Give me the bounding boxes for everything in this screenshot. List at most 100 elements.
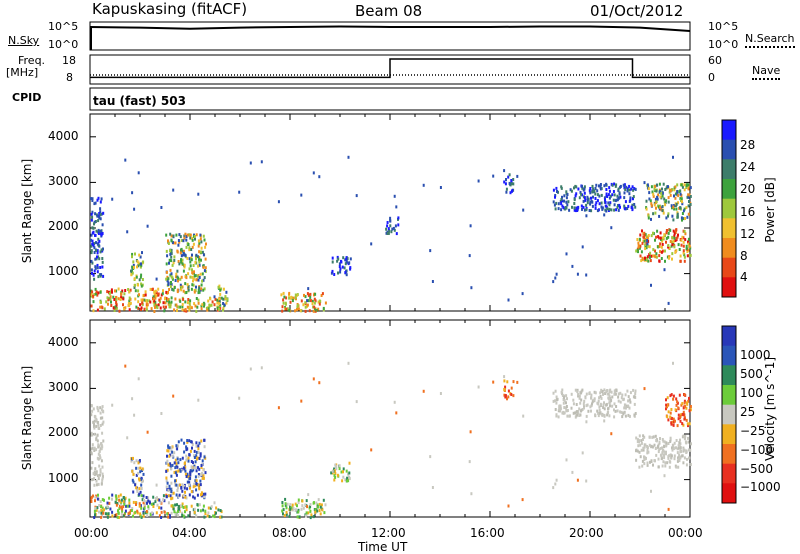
power-echo-cell xyxy=(90,197,92,201)
power-echo-cell xyxy=(92,226,95,230)
power-echo-cell xyxy=(654,189,657,193)
velocity-echo-cell xyxy=(558,407,561,411)
velocity-echo-cell xyxy=(166,481,169,485)
velocity-echo-cell xyxy=(297,501,300,505)
velocity-echo-cell xyxy=(185,447,188,451)
power-echo-cell xyxy=(192,264,195,267)
power-echo-cell xyxy=(619,205,621,209)
power-echo-cell xyxy=(659,242,662,246)
power-echo-cell xyxy=(680,243,683,247)
velocity-echo-cell xyxy=(177,504,180,508)
power-echo-cell xyxy=(281,305,284,309)
velocity-echo-cell xyxy=(207,506,210,510)
power-echo-cell xyxy=(341,265,344,269)
power-echo-cell xyxy=(139,303,142,307)
power-echo-cell xyxy=(342,256,345,260)
velocity-echo-cell xyxy=(108,496,111,500)
velocity-echo-cell xyxy=(395,411,398,415)
velocity-echo-cell xyxy=(136,511,139,515)
velocity-echo-cell xyxy=(91,446,94,450)
power-echo-cell xyxy=(96,242,99,246)
velocity-echo-cell xyxy=(219,515,222,519)
velocity-echo-cell xyxy=(578,394,581,398)
power-echo-cell xyxy=(165,270,168,274)
velocity-echo-cell xyxy=(179,469,182,473)
velocity-echo-cell xyxy=(683,393,686,397)
power-echo-cell xyxy=(680,216,683,220)
velocity-echo-cell xyxy=(560,390,563,394)
velocity-echo-cell xyxy=(97,445,100,449)
velocity-echo-cell xyxy=(146,430,149,434)
velocity-echo-cell xyxy=(669,453,672,457)
power-echo-cell xyxy=(198,260,201,264)
velocity-echo-cell xyxy=(673,454,676,458)
power-echo-cell xyxy=(661,243,664,246)
power-echo-cell xyxy=(185,309,188,313)
power-echo-cell xyxy=(282,301,285,305)
power-echo-cell xyxy=(91,226,94,230)
power-echo-cell xyxy=(131,191,134,195)
power-echo-cell xyxy=(607,201,610,205)
power-echo-cell xyxy=(181,258,184,262)
power-echo-cell xyxy=(115,289,118,293)
velocity-echo-cell xyxy=(347,479,350,483)
power-echo-cell xyxy=(652,192,655,196)
power-echo-cell xyxy=(99,210,102,214)
velocity-echo-cell xyxy=(147,496,150,500)
velocity-echo-cell xyxy=(291,503,294,507)
power-echo-cell xyxy=(672,205,675,209)
power-echo-cell xyxy=(554,194,557,197)
power-echo-cell xyxy=(516,174,519,178)
velocity-echo-cell xyxy=(174,458,177,462)
power-echo-cell xyxy=(198,250,201,254)
velocity-echo-cell xyxy=(175,444,178,448)
power-echo-cell xyxy=(661,194,664,198)
velocity-echo-cell xyxy=(140,487,143,490)
power-echo-cell xyxy=(583,208,586,212)
power-echo-cell xyxy=(150,307,153,311)
velocity-echo-cell xyxy=(355,400,358,404)
power-echo-cell xyxy=(626,189,629,193)
power-echo-cell xyxy=(169,232,172,236)
power-echo-cell xyxy=(114,305,117,309)
velocity-echo-cell xyxy=(91,478,94,481)
power-echo-cell xyxy=(90,293,93,297)
velocity-echo-cell xyxy=(158,506,161,510)
velocity-echo-cell xyxy=(102,511,105,515)
velocity-echo-cell xyxy=(646,451,649,455)
xtick-2: 08:00 xyxy=(272,526,307,540)
power-echo-cell xyxy=(611,183,614,187)
power-echo-cell xyxy=(99,266,102,269)
power-echo-cell xyxy=(623,204,626,208)
velocity-echo-cell xyxy=(580,391,583,395)
velocity-echo-cell xyxy=(90,500,93,503)
velocity-echo-cell xyxy=(662,439,665,443)
velocity-echo-cell xyxy=(139,490,142,494)
power-echo-cell xyxy=(94,201,97,205)
velocity-echo-cell xyxy=(676,424,679,428)
power-echo-cell xyxy=(191,283,194,287)
velocity-echo-cell xyxy=(170,504,173,508)
velocity-echo-cell xyxy=(190,460,193,463)
velocity-echo-cell xyxy=(281,509,284,513)
power-echo-cell xyxy=(190,306,193,310)
power-echo-cell xyxy=(197,291,200,295)
velocity-echo-cell xyxy=(165,469,168,473)
velocity-echo-cell xyxy=(199,479,202,483)
power-echo-cell xyxy=(117,287,120,291)
velocity-echo-cell xyxy=(199,509,202,513)
power-echo-cell xyxy=(95,257,98,261)
velocity-echo-cell xyxy=(120,503,123,507)
velocity-echo-cell xyxy=(171,450,174,454)
velocity-echo-cell xyxy=(193,454,195,458)
velocity-echo-cell xyxy=(183,450,186,454)
velocity-echo-cell xyxy=(607,407,609,411)
velocity-echo-cell xyxy=(97,443,100,447)
velocity-echo-cell xyxy=(101,416,104,420)
velocity-echo-cell xyxy=(677,417,680,421)
power-echo-cell xyxy=(470,286,473,290)
power-echo-cell xyxy=(675,202,678,206)
power-echo-cell xyxy=(605,182,608,186)
power-echo-cell xyxy=(204,257,207,261)
velocity-echo-cell xyxy=(102,439,105,443)
